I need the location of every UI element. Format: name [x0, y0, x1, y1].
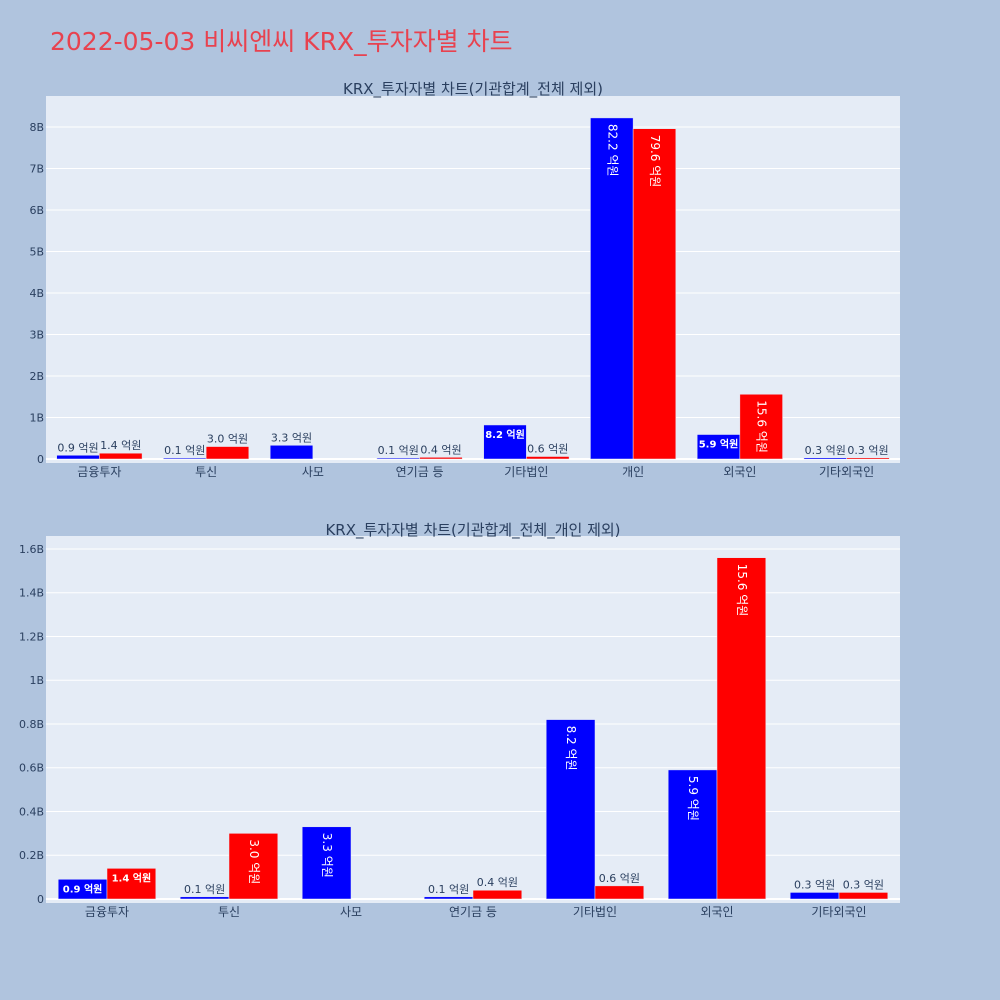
y-tick-label: 1.6B [19, 543, 44, 556]
bar [696, 434, 741, 460]
bar [846, 457, 890, 460]
x-tick-label: 연기금 등 [449, 905, 497, 919]
bar [483, 424, 527, 460]
x-tick-label: 기타외국인 [811, 905, 866, 919]
page-title: 2022-05-03 비씨엔씨 KRX_투자자별 차트 [50, 27, 513, 56]
x-tick-label: 기타법인 [504, 465, 548, 479]
bar [789, 892, 840, 900]
bar [739, 394, 783, 460]
bar-label: 0.1 억원 [378, 444, 419, 457]
x-tick-label: 사모 [302, 465, 324, 479]
bar [205, 446, 250, 460]
x-tick-label: 기타법인 [573, 905, 617, 919]
y-tick-label: 0.6B [19, 762, 44, 775]
y-tick-label: 2B [29, 370, 44, 383]
bar-label: 0.4 억원 [420, 443, 461, 456]
y-tick-label: 8B [29, 121, 44, 134]
bar [269, 445, 314, 460]
bar-label: 79.6 억원 [648, 135, 662, 188]
bar [423, 896, 474, 900]
bar [228, 833, 279, 900]
bar-label: 3.0 억원 [207, 433, 248, 446]
bar [594, 885, 645, 900]
y-tick-label: 0 [37, 893, 44, 906]
bar-label: 15.6 억원 [735, 564, 749, 617]
bar [716, 557, 767, 900]
bar-label: 0.6 억원 [599, 872, 640, 885]
bar [179, 896, 230, 900]
chart-1: 0 1B 2B 3B 4B 5B 6B 7B 8B KRX_투자자별 차트(기관합계_전체 제외)… [29, 80, 900, 479]
bar-label: 15.6 억원 [755, 400, 769, 453]
chart-title: KRX_투자자별 차트(기관합계_전체 제외) [343, 80, 603, 99]
bar-label: 0.6 억원 [527, 443, 568, 456]
bar-label: 8.2 억원 [485, 428, 525, 441]
bar-label: 0.9 억원 [63, 882, 103, 895]
y-tick-label: 1B [29, 412, 44, 425]
bar-label: 3.0 억원 [247, 839, 261, 884]
bar-label: 0.3 억원 [843, 878, 884, 891]
bar [838, 892, 889, 900]
x-tick-label: 투신 [195, 465, 217, 479]
chart-2: 0 0.2B 0.4B 0.6B 0.8B 1B 1.2B 1.4B 1.6B KRX_투자자별 … [19, 521, 900, 919]
bar-label: 8.2 억원 [564, 726, 578, 771]
bar-label: 0.1 억원 [428, 883, 469, 896]
plot-area [46, 536, 900, 903]
bar-label: 5.9 억원 [699, 438, 739, 451]
bar [667, 769, 718, 900]
x-tick-label: 금융투자 [85, 905, 129, 919]
y-tick-label: 6B [29, 204, 44, 217]
bar [632, 128, 677, 460]
x-tick-label: 기타외국인 [819, 465, 874, 479]
x-tick-label: 사모 [340, 905, 362, 919]
bar [376, 457, 420, 460]
bar [545, 719, 596, 900]
y-tick-label: 4B [29, 287, 44, 300]
bar-label: 0.1 억원 [164, 444, 205, 457]
bar-label: 0.3 억원 [794, 878, 835, 891]
y-tick-label: 1B [29, 674, 44, 687]
y-tick-label: 0.2B [19, 849, 44, 862]
bar-label: 1.4 억원 [100, 439, 141, 452]
y-tick-label: 5B [29, 246, 44, 259]
bar [419, 457, 463, 460]
y-tick-label: 0 [37, 453, 44, 466]
bar [803, 457, 847, 460]
y-tick-label: 1.2B [19, 630, 44, 643]
bar [526, 456, 570, 460]
bar [106, 868, 157, 900]
bar-label: 0.4 억원 [477, 876, 518, 889]
bar-label: 0.9 억원 [57, 441, 98, 454]
x-tick-label: 개인 [622, 465, 644, 479]
bar-label: 5.9 억원 [686, 776, 700, 821]
x-tick-label: 투신 [218, 905, 240, 919]
y-tick-label: 0.8B [19, 718, 44, 731]
y-tick-label: 1.4B [19, 587, 44, 600]
bar [301, 826, 352, 900]
x-tick-label: 외국인 [723, 465, 756, 479]
bar-label: 1.4 억원 [112, 871, 152, 884]
bar [472, 889, 523, 900]
bar-label: 82.2 억원 [605, 124, 619, 177]
bar-label: 3.3 억원 [320, 833, 334, 878]
y-tick-label: 0.4B [19, 805, 44, 818]
chart-title: KRX_투자자별 차트(기관합계_전체_개인 제외) [325, 521, 620, 540]
y-tick-label: 7B [29, 163, 44, 176]
x-tick-label: 외국인 [700, 905, 733, 919]
bar [99, 452, 143, 460]
x-tick-label: 금융투자 [77, 465, 121, 479]
bar [163, 457, 207, 460]
bar-label: 0.3 억원 [847, 444, 888, 457]
bar-label: 0.1 억원 [184, 883, 225, 896]
y-tick-label: 3B [29, 329, 44, 342]
bar [56, 455, 100, 460]
bar-label: 3.3 억원 [271, 431, 312, 444]
x-tick-label: 연기금 등 [396, 465, 444, 479]
bar-label: 0.3 억원 [805, 444, 846, 457]
